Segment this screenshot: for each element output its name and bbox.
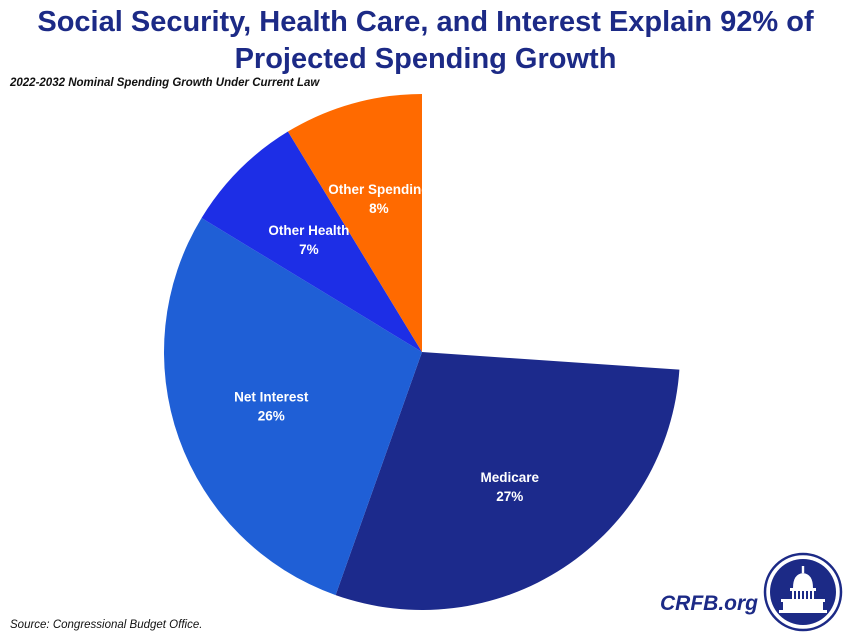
slice-label-net-interest: Net Interest 26% (234, 390, 309, 424)
slice-label-other-spending: Other Spending 8% (328, 182, 429, 216)
pie-labels: Medicare 27% Net Interest 26% Other Health 7%… (234, 182, 539, 504)
pie-slice-other-spending (287, 94, 422, 352)
slice-label-medicare: Medicare 27% (480, 470, 539, 504)
slice-value: 27% (496, 489, 523, 504)
pie-slice-medicare (335, 352, 680, 610)
slice-value: 7% (299, 242, 319, 257)
slice-value: 8% (369, 201, 389, 216)
chart-subtitle: 2022-2032 Nominal Spending Growth Under … (10, 77, 320, 89)
slice-name: Other Spending (328, 182, 429, 197)
slice-label-other-health: Other Health 7% (268, 223, 349, 257)
capitol-dome-icon (763, 552, 843, 632)
slice-name: Other Health (268, 223, 349, 238)
pie-slice-net-interest (163, 217, 423, 596)
slice-name: Net Interest (234, 390, 309, 405)
slice-name: Medicare (480, 470, 539, 485)
chart-title-line-2: Projected Spending Growth (234, 43, 617, 75)
chart-title: Social Security, Health Care, and Intere… (0, 4, 851, 78)
source-note: Source: Congressional Budget Office. (10, 619, 203, 631)
chart-title-line-1: Social Security, Health Care, and Intere… (37, 6, 814, 38)
pie-slices (163, 94, 680, 610)
pie-slice-other-health (201, 131, 422, 352)
slice-value: 26% (258, 409, 285, 424)
brand-link[interactable]: CRFB.org (660, 592, 758, 615)
